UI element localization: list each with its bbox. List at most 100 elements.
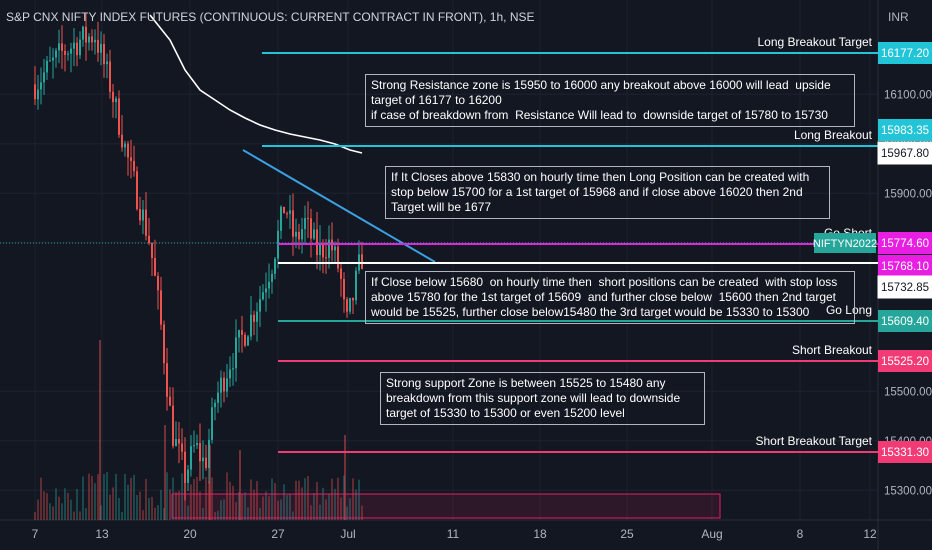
volume-bar xyxy=(43,491,45,520)
long-setup-note: If It Closes above 15830 on hourly time … xyxy=(385,166,830,219)
volume-bar xyxy=(49,503,51,520)
y-tick-label: 15500.00 xyxy=(884,386,932,398)
volume-bar xyxy=(160,489,162,520)
volume-bar xyxy=(58,496,60,520)
candle-body xyxy=(148,235,150,243)
candle-body xyxy=(271,273,273,282)
level-label: Short Breakout xyxy=(792,343,873,357)
candle-body xyxy=(145,209,147,236)
volume-bar xyxy=(343,475,345,520)
volume-bar xyxy=(298,480,300,520)
candle-body xyxy=(295,231,297,237)
candle-body xyxy=(199,443,201,462)
candle-body xyxy=(268,281,270,289)
candle-body xyxy=(172,405,174,446)
volume-bar xyxy=(205,477,207,520)
volume-bar xyxy=(313,492,315,520)
price-tag-text: 15768.10 xyxy=(881,261,929,273)
volume-bar xyxy=(271,478,273,520)
candle-body xyxy=(154,257,156,276)
candle-body xyxy=(286,213,288,215)
volume-spike xyxy=(99,340,101,520)
candle-body xyxy=(337,246,339,269)
candle-body xyxy=(133,160,135,172)
volume-bar xyxy=(46,493,48,520)
volume-bar xyxy=(283,484,285,520)
volume-bar xyxy=(331,478,333,520)
price-tag-text: 15967.80 xyxy=(881,148,929,160)
candle-body xyxy=(160,290,162,325)
price-tag-text: 15983.35 xyxy=(881,125,929,137)
candle-body xyxy=(49,60,51,62)
volume-bar xyxy=(154,507,156,520)
x-tick-label: 25 xyxy=(620,527,634,541)
y-tick-label: 16100.00 xyxy=(884,89,932,101)
candle-body xyxy=(181,443,183,452)
moving-average-line xyxy=(149,14,363,154)
candle-body xyxy=(346,299,348,312)
candle-body xyxy=(85,26,87,43)
volume-spike xyxy=(239,450,241,520)
candle-body xyxy=(304,218,306,230)
volume-bar xyxy=(67,492,69,520)
candle-body xyxy=(232,368,234,370)
volume-bar xyxy=(199,491,201,520)
volume-bar xyxy=(244,492,246,520)
price-tag-text: 15732.85 xyxy=(881,282,929,294)
volume-bar xyxy=(358,479,360,520)
candle-body xyxy=(340,268,342,279)
volume-bar xyxy=(115,473,117,520)
candle-body xyxy=(283,206,285,214)
volume-bar xyxy=(172,477,174,520)
candle-body xyxy=(292,210,294,237)
x-tick-label: 27 xyxy=(271,527,285,541)
price-tag-text: 15774.60 xyxy=(881,238,929,250)
price-tag xyxy=(878,310,932,332)
candle-body xyxy=(298,231,300,240)
level-label: Long Breakout xyxy=(794,128,873,142)
x-tick-label: 11 xyxy=(447,527,460,541)
x-tick-label: Aug xyxy=(701,527,722,541)
volume-bar xyxy=(220,500,222,520)
candle-body xyxy=(307,218,309,220)
x-tick-label: 13 xyxy=(95,527,109,541)
y-tick-label: 15300.00 xyxy=(884,485,932,497)
candle-body xyxy=(76,42,78,56)
candle-body xyxy=(289,210,291,214)
volume-bar xyxy=(196,476,198,520)
candle-body xyxy=(229,369,231,379)
candle-body xyxy=(118,98,120,135)
short-setup-note: If Close below 15680 on hourly time then… xyxy=(365,271,855,324)
support-note: Strong support Zone is between 15525 to … xyxy=(380,372,705,425)
volume-bar xyxy=(202,507,204,520)
volume-bar xyxy=(334,488,336,520)
volume-bar xyxy=(226,472,228,520)
volume-bar xyxy=(142,510,144,520)
volume-bar xyxy=(76,488,78,520)
candle-body xyxy=(328,239,330,258)
volume-bar xyxy=(73,511,75,520)
candle-body xyxy=(139,209,141,221)
candle-body xyxy=(163,324,165,364)
x-tick-label: Jul xyxy=(340,527,355,541)
candle-body xyxy=(106,61,108,65)
candle-body xyxy=(235,337,237,369)
candle-body xyxy=(208,439,210,469)
candle-body xyxy=(301,229,303,240)
volume-bar xyxy=(307,476,309,520)
candle-body xyxy=(241,330,243,335)
candle-body xyxy=(184,451,186,483)
volume-bar xyxy=(262,496,264,520)
volume-bar xyxy=(157,505,159,520)
volume-bar xyxy=(316,481,318,520)
volume-bar xyxy=(163,508,165,520)
volume-bar xyxy=(91,475,93,520)
volume-bar xyxy=(337,477,339,520)
volume-bar xyxy=(184,475,186,520)
candle-body xyxy=(343,278,345,300)
candle-body xyxy=(262,292,264,300)
volume-bar xyxy=(139,491,141,520)
candle-body xyxy=(322,243,324,258)
volume-bar xyxy=(328,493,330,520)
currency-label: INR xyxy=(888,10,909,24)
